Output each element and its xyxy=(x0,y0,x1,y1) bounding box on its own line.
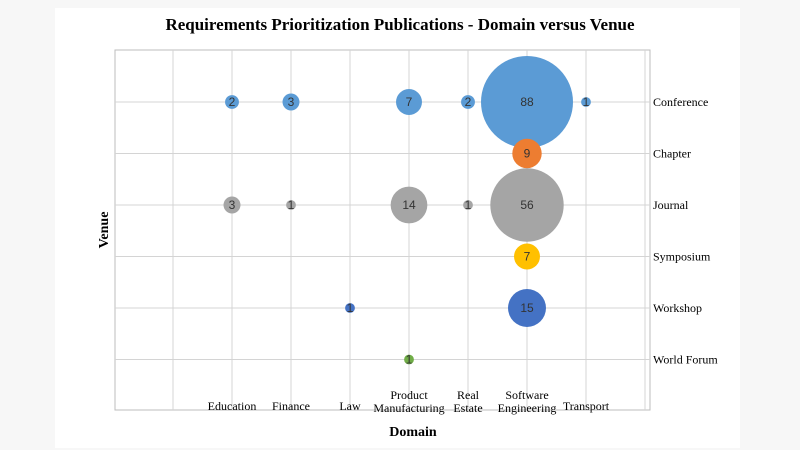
y-axis-title: Venue xyxy=(97,212,112,249)
bubble-value-label: 1 xyxy=(288,198,295,212)
bubble xyxy=(490,168,564,242)
bubble-value-label: 1 xyxy=(347,301,354,315)
x-tick-label: Software Engineering xyxy=(498,388,557,415)
bubble xyxy=(390,186,428,224)
y-tick-label: Symposium xyxy=(653,250,711,264)
y-tick-label: Conference xyxy=(653,95,708,109)
bubble-value-label: 2 xyxy=(465,95,472,109)
bubble xyxy=(508,289,546,327)
bubble xyxy=(282,93,300,111)
bubble-value-label: 88 xyxy=(520,95,534,109)
bubble xyxy=(581,97,591,107)
x-tick-label: Education xyxy=(208,399,257,413)
bubble-value-label: 3 xyxy=(288,95,295,109)
bubble-value-label: 15 xyxy=(520,301,534,315)
bubble-value-label: 3 xyxy=(229,198,236,212)
bubble xyxy=(396,89,422,115)
bubble xyxy=(512,138,542,169)
bubbles: 2 3 7 2 88 1 9 3 1 14 1 56 7 1 15 1 xyxy=(223,56,591,367)
x-tick-label: Finance xyxy=(272,399,310,413)
bubble xyxy=(514,243,540,270)
x-tick-label: Product Manufacturing xyxy=(373,388,444,415)
bubble-value-label: 1 xyxy=(465,198,472,212)
y-tick-label: Chapter xyxy=(653,147,691,161)
y-tick-label: Journal xyxy=(653,198,689,212)
bubble xyxy=(461,95,475,109)
bubble xyxy=(223,196,241,214)
bubble-value-label: 7 xyxy=(524,250,531,264)
y-tick-label: Workshop xyxy=(653,301,702,315)
bubble-value-label: 1 xyxy=(583,95,590,109)
x-tick-label: Transport xyxy=(563,399,610,413)
bubble xyxy=(481,56,573,148)
bubble xyxy=(345,303,355,313)
bubble-value-label: 7 xyxy=(406,95,413,109)
x-tick-label: Law xyxy=(339,399,361,413)
bubble xyxy=(225,95,239,109)
y-tick-labels: Conference Chapter Journal Symposium Worksho… xyxy=(653,95,718,367)
bubble xyxy=(286,200,296,210)
chart-title: Requirements Prioritization Publications… xyxy=(165,15,635,34)
bubble-value-label: 56 xyxy=(520,198,534,212)
bubble-value-label: 14 xyxy=(402,198,416,212)
x-axis-title: Domain xyxy=(389,425,437,440)
bubble xyxy=(404,354,414,365)
bubble-value-label: 2 xyxy=(229,95,236,109)
bubble xyxy=(463,200,473,210)
bubble-value-label: 1 xyxy=(406,353,413,367)
x-tick-labels: Education Finance Law Product Manufacturing R… xyxy=(208,388,610,415)
y-tick-label: World Forum xyxy=(653,353,718,367)
x-tick-label: Real Estate xyxy=(453,388,482,415)
bubble-value-label: 9 xyxy=(524,147,531,161)
